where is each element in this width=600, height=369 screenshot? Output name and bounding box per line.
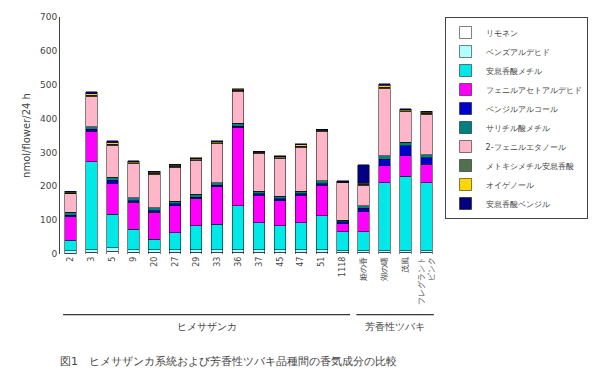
svg-text:茂風: 茂風 bbox=[401, 257, 410, 273]
svg-text:フェニルアセトアルデヒド: フェニルアセトアルデヒド bbox=[486, 86, 582, 95]
svg-text:nmol/flower/24 h: nmol/flower/24 h bbox=[21, 93, 32, 178]
svg-text:サリチル酸メチル: サリチル酸メチル bbox=[486, 124, 550, 133]
svg-text:ベンジルアルコール: ベンジルアルコール bbox=[486, 105, 558, 114]
svg-text:45: 45 bbox=[276, 257, 285, 267]
svg-text:27: 27 bbox=[171, 257, 180, 267]
svg-text:ヒメサザンカ: ヒメサザンカ bbox=[177, 321, 237, 332]
svg-text:ベンズアルデヒド: ベンズアルデヒド bbox=[486, 48, 550, 57]
svg-text:47: 47 bbox=[296, 257, 305, 267]
svg-text:安息香酸ベンジル: 安息香酸ベンジル bbox=[486, 200, 550, 209]
svg-text:リモネン: リモネン bbox=[486, 29, 518, 38]
svg-text:芳香性ツバキ: 芳香性ツバキ bbox=[365, 321, 425, 332]
svg-text:29: 29 bbox=[192, 257, 201, 267]
svg-text:図1 ヒメサザンカ系統および芳香性ツバキ品種間の香気成分の比: 図1 ヒメサザンカ系統および芳香性ツバキ品種間の香気成分の比較 bbox=[60, 355, 397, 368]
svg-text:フレグラントピンク: フレグラントピンク bbox=[417, 257, 436, 305]
svg-text:37: 37 bbox=[255, 257, 264, 267]
svg-text:1118: 1118 bbox=[338, 257, 347, 277]
svg-text:2: 2 bbox=[66, 257, 75, 262]
svg-text:36: 36 bbox=[234, 257, 243, 267]
svg-text:200: 200 bbox=[40, 181, 57, 191]
svg-text:100: 100 bbox=[40, 215, 57, 225]
svg-text:500: 500 bbox=[40, 80, 57, 90]
svg-text:600: 600 bbox=[40, 46, 57, 56]
svg-text:湖の曙: 湖の曙 bbox=[380, 257, 389, 281]
svg-text:3: 3 bbox=[87, 257, 96, 262]
svg-text:9: 9 bbox=[129, 257, 138, 262]
svg-text:安息香酸メチル: 安息香酸メチル bbox=[486, 67, 542, 76]
svg-text:300: 300 bbox=[40, 148, 57, 158]
svg-text:メトキシメチル安息香酸: メトキシメチル安息香酸 bbox=[486, 162, 574, 171]
svg-text:400: 400 bbox=[40, 114, 57, 124]
svg-text:姫の香: 姫の香 bbox=[359, 257, 368, 281]
svg-text:20: 20 bbox=[150, 257, 159, 267]
svg-text:0: 0 bbox=[51, 249, 57, 259]
svg-text:2-フェニルエタノール: 2-フェニルエタノール bbox=[486, 143, 566, 152]
svg-text:5: 5 bbox=[108, 257, 117, 262]
svg-text:51: 51 bbox=[317, 257, 326, 267]
svg-text:700: 700 bbox=[40, 12, 57, 22]
svg-text:オイゲノール: オイゲノール bbox=[486, 181, 534, 190]
svg-text:33: 33 bbox=[213, 257, 222, 267]
